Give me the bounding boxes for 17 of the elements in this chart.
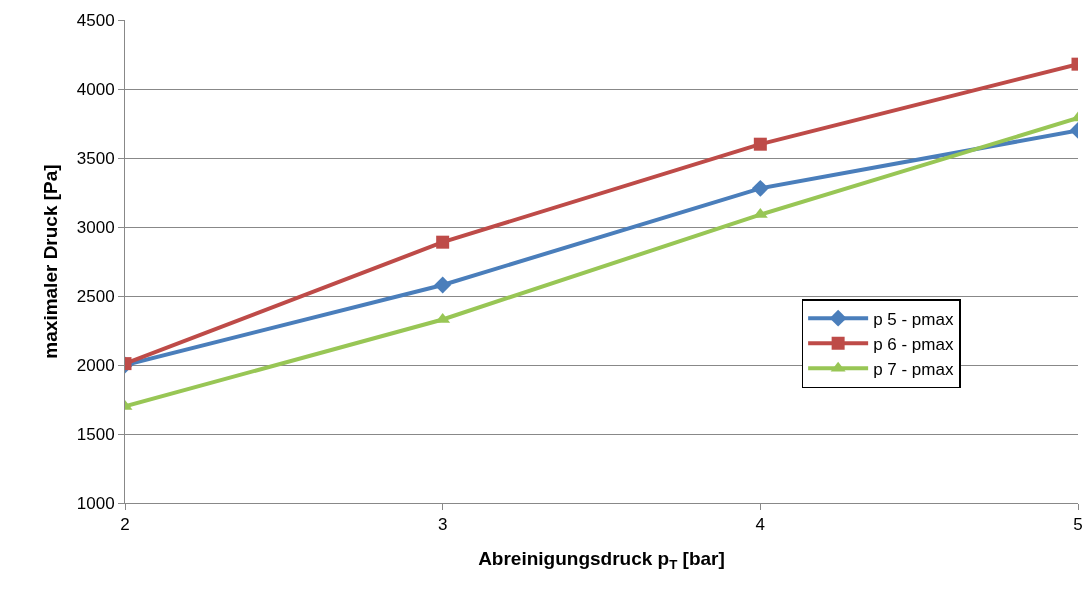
y-tick-label: 3500 bbox=[76, 148, 115, 168]
y-tick-label: 4500 bbox=[76, 10, 115, 30]
legend-label: p 6 - pmax bbox=[873, 334, 954, 354]
x-tick-label: 3 bbox=[437, 515, 448, 535]
legend-label: p 5 - pmax bbox=[873, 309, 954, 329]
x-axis-title: Abreinigungsdruck p$_{T}$ [bar] bbox=[478, 548, 725, 573]
y-tick-label: 3000 bbox=[76, 217, 115, 237]
y-tick-label: 1500 bbox=[76, 424, 115, 444]
x-tick-label: 5 bbox=[1073, 515, 1083, 535]
y-tick-label: 2000 bbox=[76, 355, 115, 375]
x-tick-label: 4 bbox=[755, 515, 766, 535]
y-tick-label: 1000 bbox=[76, 493, 115, 513]
y-tick-label: 4000 bbox=[76, 79, 115, 99]
x-tick-label: 2 bbox=[120, 515, 130, 535]
y-tick-label: 2500 bbox=[76, 286, 115, 306]
legend-label: p 7 - pmax bbox=[873, 359, 954, 379]
y-axis-title: maximaler Druck [Pa] bbox=[39, 164, 61, 359]
